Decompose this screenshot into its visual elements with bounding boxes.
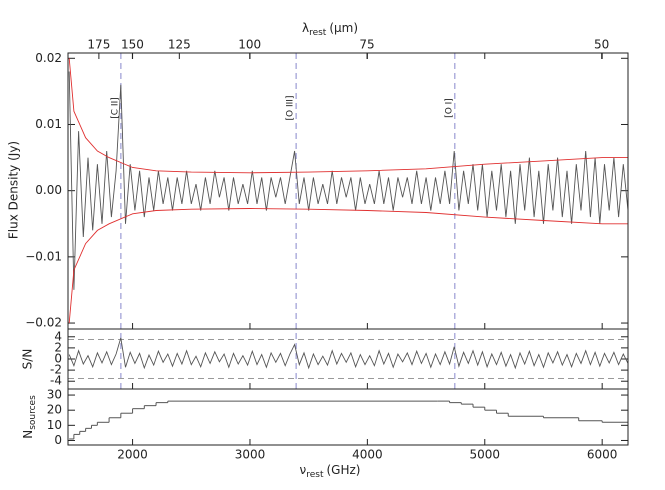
y-tick-label: -4 bbox=[50, 374, 62, 388]
x-tick-label: 4000 bbox=[352, 448, 383, 462]
x-axis-title: νrest (GHz) bbox=[300, 463, 361, 480]
subscript: rest bbox=[306, 470, 324, 480]
y-axis-title: Nsources bbox=[21, 395, 38, 439]
y-tick-label: 20 bbox=[47, 403, 62, 417]
x2-tick-label: 175 bbox=[87, 38, 110, 52]
y-axis-title: Flux Density (Jy) bbox=[7, 141, 21, 239]
noise-upper bbox=[68, 58, 628, 174]
spectrum-line bbox=[68, 71, 629, 290]
y-tick-label: −0.02 bbox=[25, 316, 62, 330]
x-tick-label: 5000 bbox=[469, 448, 500, 462]
subscript: rest bbox=[309, 28, 327, 38]
x-tick-label: 2000 bbox=[117, 448, 148, 462]
y-tick-label: 4 bbox=[54, 329, 62, 343]
unit: (μm) bbox=[329, 21, 358, 35]
y-tick-label: 30 bbox=[47, 388, 62, 402]
x2-tick-label: 75 bbox=[359, 38, 374, 52]
panel-frame bbox=[67, 388, 629, 446]
x2-tick-label: 150 bbox=[121, 38, 144, 52]
unit: (GHz) bbox=[326, 463, 360, 477]
y-tick-label: -2 bbox=[50, 363, 62, 377]
line-label: [O I] bbox=[444, 98, 454, 118]
y-tick-label: 2 bbox=[54, 340, 62, 354]
line-label: [O III] bbox=[286, 96, 296, 121]
x2-tick-label: 125 bbox=[168, 38, 191, 52]
line-label: [C II] bbox=[110, 97, 120, 118]
symbol: ν bbox=[300, 463, 307, 477]
y-tick-label: 0.02 bbox=[35, 51, 62, 65]
snr-line bbox=[68, 337, 629, 370]
x2-tick-label: 50 bbox=[594, 38, 609, 52]
y-tick-label: 0.00 bbox=[35, 183, 62, 197]
x2-tick-label: 100 bbox=[238, 38, 261, 52]
symbol: λ bbox=[302, 21, 309, 35]
subscript: sources bbox=[28, 395, 38, 430]
y-tick-label: 0.01 bbox=[35, 117, 62, 131]
y-axis-title: S/N bbox=[21, 349, 35, 370]
y-tick-label: 0 bbox=[54, 352, 62, 366]
noise-lower bbox=[68, 208, 628, 324]
symbol: N bbox=[21, 430, 35, 439]
y-tick-label: 0 bbox=[54, 433, 62, 447]
y-tick-label: −0.01 bbox=[25, 249, 62, 263]
top-axis-title: λrest (μm) bbox=[302, 21, 358, 38]
x-tick-label: 6000 bbox=[587, 448, 618, 462]
x-tick-label: 3000 bbox=[235, 448, 266, 462]
y-tick-label: 10 bbox=[47, 418, 62, 432]
